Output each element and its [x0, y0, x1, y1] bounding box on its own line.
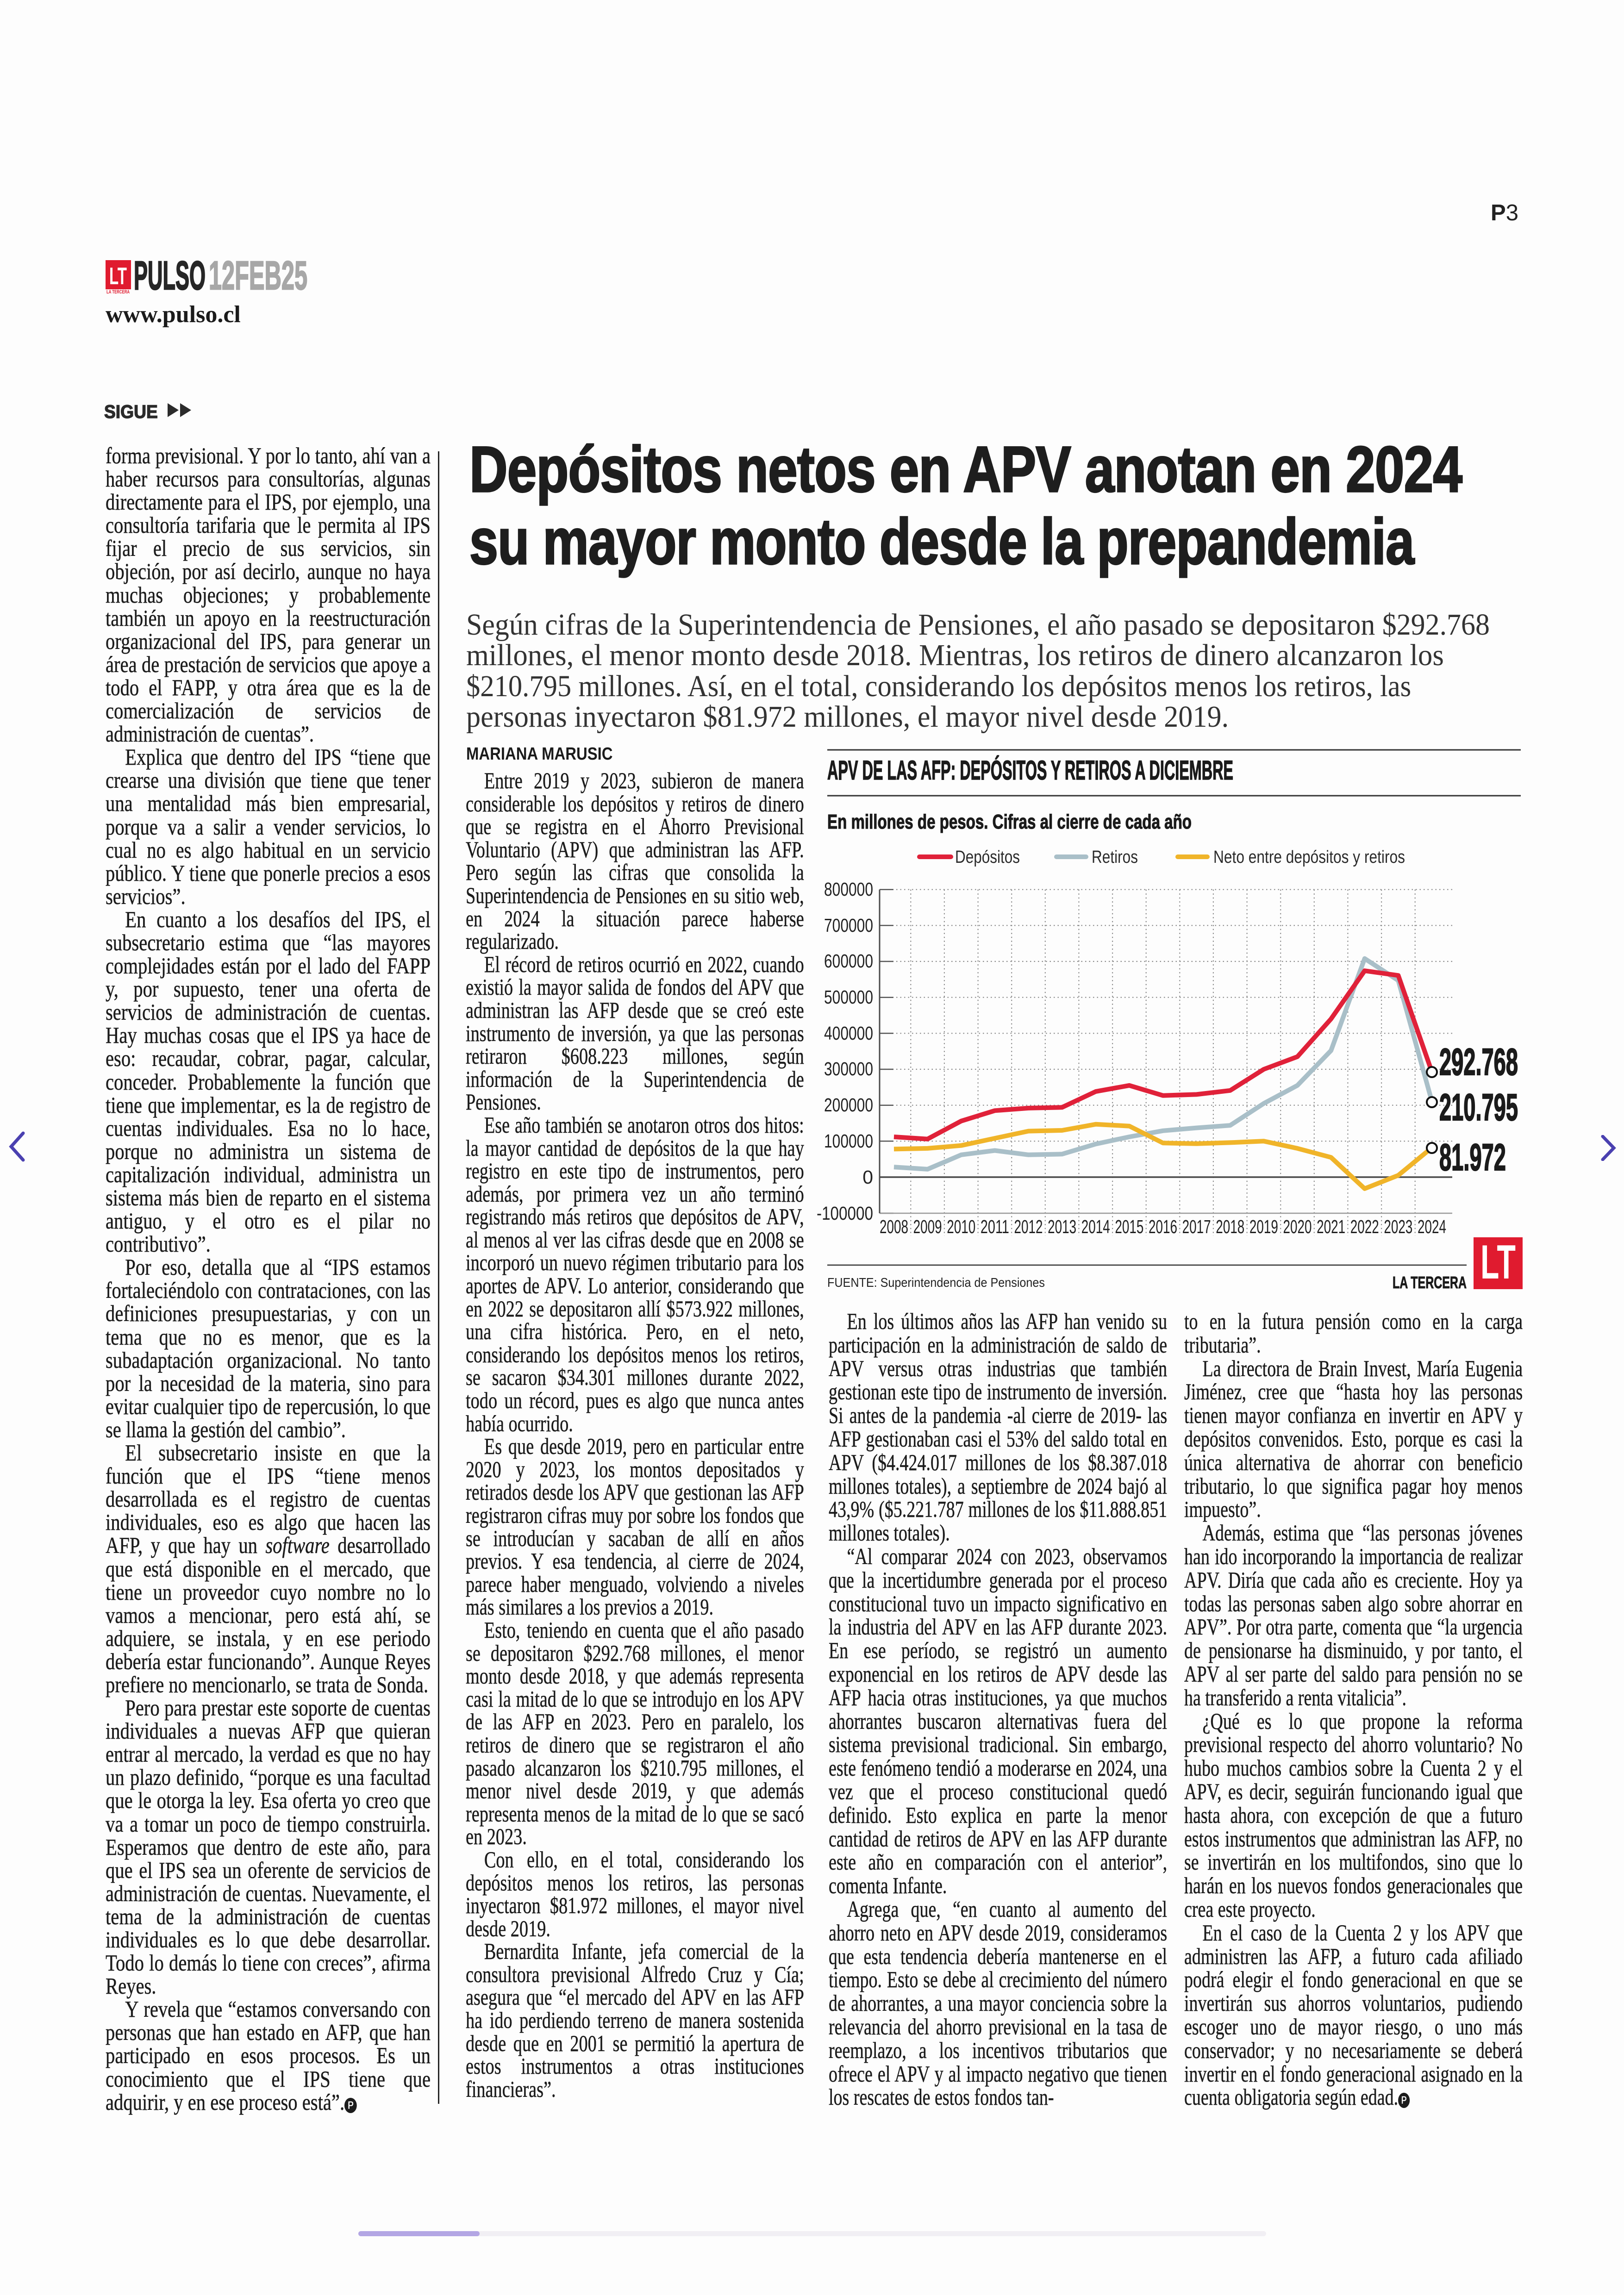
- svg-text:400000: 400000: [824, 1023, 873, 1044]
- svg-text:APV DE LAS AFP: DEPÓSITOS Y RE: APV DE LAS AFP: DEPÓSITOS Y RETIROS A DI…: [827, 755, 1233, 786]
- svg-text:2017: 2017: [1182, 1216, 1211, 1237]
- svg-text:210.795: 210.795: [1439, 1086, 1518, 1129]
- svg-text:2022: 2022: [1350, 1216, 1379, 1237]
- svg-text:LT: LT: [1480, 1235, 1516, 1289]
- svg-text:Neto entre depósitos y retiros: Neto entre depósitos y retiros: [1213, 848, 1405, 867]
- svg-text:2010: 2010: [947, 1216, 975, 1237]
- svg-text:2011: 2011: [981, 1216, 1009, 1237]
- svg-text:2016: 2016: [1149, 1216, 1177, 1237]
- svg-text:En millones de pesos. Cifras a: En millones de pesos. Cifras al cierre d…: [827, 811, 1192, 833]
- svg-text:200000: 200000: [824, 1094, 873, 1116]
- svg-text:2020: 2020: [1283, 1216, 1312, 1237]
- svg-text:Depósitos: Depósitos: [955, 848, 1020, 867]
- svg-text:292.768: 292.768: [1439, 1041, 1518, 1083]
- svg-text:2018: 2018: [1216, 1216, 1244, 1237]
- svg-text:2013: 2013: [1048, 1216, 1076, 1237]
- svg-text:300000: 300000: [824, 1058, 873, 1079]
- svg-text:LT: LT: [109, 263, 127, 290]
- svg-text:2009: 2009: [913, 1216, 942, 1237]
- svg-text:2014: 2014: [1081, 1216, 1110, 1237]
- svg-text:500000: 500000: [824, 986, 873, 1008]
- svg-text:2024: 2024: [1418, 1216, 1446, 1237]
- svg-text:2008: 2008: [880, 1216, 908, 1237]
- svg-text:600000: 600000: [824, 950, 873, 972]
- svg-text:100000: 100000: [824, 1130, 873, 1152]
- svg-text:2021: 2021: [1317, 1216, 1345, 1237]
- svg-text:FUENTE: Superintendencia de Pe: FUENTE: Superintendencia de Pensiones: [827, 1275, 1045, 1290]
- svg-text:LA TERCERA: LA TERCERA: [106, 289, 130, 295]
- svg-text:81.972: 81.972: [1439, 1136, 1506, 1179]
- svg-text:2015: 2015: [1115, 1216, 1143, 1237]
- svg-text:12FEB25: 12FEB25: [209, 260, 307, 297]
- svg-text:-100000: -100000: [817, 1203, 873, 1224]
- svg-text:Retiros: Retiros: [1092, 848, 1138, 867]
- svg-text:0: 0: [862, 1166, 873, 1188]
- svg-text:2023: 2023: [1384, 1216, 1412, 1237]
- svg-text:2012: 2012: [1014, 1216, 1043, 1237]
- svg-text:700000: 700000: [824, 915, 873, 936]
- svg-text:800000: 800000: [824, 879, 873, 900]
- svg-text:PULSO: PULSO: [134, 260, 206, 297]
- svg-text:2019: 2019: [1249, 1216, 1278, 1237]
- svg-text:LA TERCERA: LA TERCERA: [1393, 1273, 1467, 1292]
